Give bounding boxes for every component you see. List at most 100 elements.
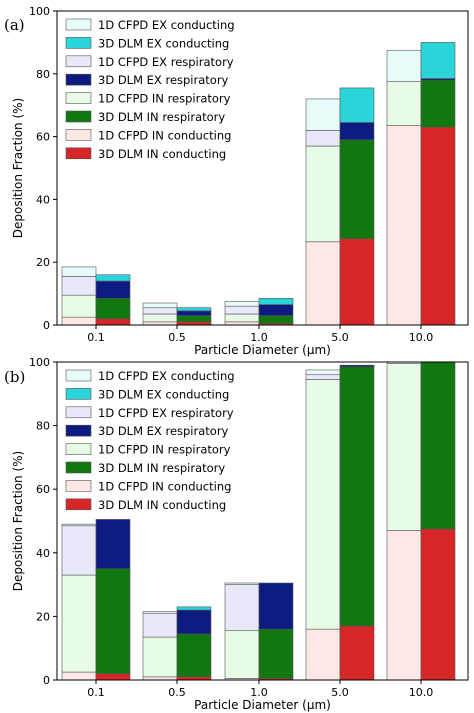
- bar-3d-dlm-ex-respiratory-0-1: [95, 280, 131, 299]
- bar-stacks: [61, 42, 456, 326]
- legend-label-3d-dlm-in-conducting: 3D DLM IN conducting: [98, 498, 226, 512]
- legend-swatch-3d-dlm-in-respiratory: [65, 110, 92, 123]
- bar-3d-dlm-in-conducting-5-0: [339, 625, 375, 681]
- legend-swatch-1d-cfpd-in-conducting: [65, 129, 92, 141]
- y-tick-label: 60: [36, 483, 50, 496]
- y-tick-label: 20: [36, 256, 50, 269]
- bar-1d-cfpd-ex-respiratory-0-5: [142, 612, 178, 638]
- bar-3d-dlm-ex-respiratory-0-1: [95, 519, 131, 569]
- legend-swatch-3d-dlm-ex-respiratory: [65, 73, 92, 86]
- bar-1d-cfpd-ex-conducting-0-5: [142, 302, 178, 309]
- legend-swatch-3d-dlm-in-conducting: [65, 498, 92, 511]
- y-axis-label: Deposition Fraction (%): [11, 451, 25, 591]
- bar-1d-cfpd-ex-conducting-0-5: [142, 611, 178, 614]
- bar-1d-cfpd-ex-respiratory-5-0: [305, 130, 341, 147]
- bar-3d-dlm-ex-conducting-0-5: [176, 307, 212, 312]
- y-tick-label: 0: [43, 319, 50, 332]
- legend-label-1d-cfpd-ex-respiratory: 1D CFPD EX respiratory: [98, 406, 234, 420]
- bar-3d-dlm-in-conducting-0-1: [95, 318, 131, 326]
- legend: 1D CFPD EX conducting 3D DLM EX conductin…: [65, 18, 235, 161]
- bar-3d-dlm-ex-respiratory-5-0: [339, 122, 375, 141]
- bar-1d-cfpd-in-respiratory-0-5: [142, 636, 178, 678]
- x-tick-label: 1.0: [250, 331, 268, 344]
- bar-3d-dlm-in-respiratory-0-1: [95, 298, 131, 320]
- bar-3d-dlm-ex-conducting-0-5: [176, 606, 212, 611]
- x-tick-label: 1.0: [250, 686, 268, 699]
- bar-1d-cfpd-in-conducting-0-1: [61, 671, 97, 681]
- bar-3d-dlm-ex-respiratory-1-0: [258, 582, 294, 630]
- bar-1d-cfpd-in-respiratory-1-0: [224, 630, 260, 679]
- bar-1d-cfpd-in-conducting-10-0: [386, 125, 422, 326]
- chart-panel-b: 0 20 40 60 80 100 0.1 0.5 1.0 5.0 10.0 Particle Dia…: [4, 356, 469, 712]
- bar-3d-dlm-ex-respiratory-0-5: [176, 609, 212, 635]
- bar-1d-cfpd-in-respiratory-1-0: [224, 313, 260, 323]
- bar-3d-dlm-ex-conducting-1-0: [258, 298, 294, 305]
- y-tick-label: 40: [36, 193, 50, 206]
- bar-1d-cfpd-in-conducting-0-1: [61, 316, 97, 326]
- bar-1d-cfpd-ex-conducting-0-1: [61, 266, 97, 277]
- legend-label-3d-dlm-ex-respiratory: 3D DLM EX respiratory: [98, 73, 229, 87]
- bar-1d-cfpd-in-respiratory-5-0: [305, 145, 341, 243]
- bar-3d-dlm-in-conducting-10-0: [420, 126, 456, 326]
- bar-1d-cfpd-in-conducting-5-0: [305, 241, 341, 326]
- bar-3d-dlm-ex-conducting-5-0: [339, 87, 375, 123]
- bar-1d-cfpd-ex-respiratory-0-1: [61, 276, 97, 296]
- y-tick-label: 100: [29, 356, 50, 369]
- legend-swatch-3d-dlm-in-conducting: [65, 147, 92, 160]
- x-tick-label: 5.0: [331, 686, 349, 699]
- bar-3d-dlm-ex-conducting-10-0: [420, 42, 456, 79]
- bar-1d-cfpd-ex-respiratory-0-1: [61, 525, 97, 576]
- y-tick-label: 60: [36, 131, 50, 144]
- bar-1d-cfpd-in-respiratory-5-0: [305, 379, 341, 630]
- legend-swatch-1d-cfpd-ex-respiratory: [65, 406, 92, 419]
- bar-3d-dlm-ex-respiratory-0-5: [176, 310, 212, 316]
- plot-frame: [56, 10, 469, 326]
- bar-1d-cfpd-in-conducting-5-0: [305, 628, 341, 681]
- x-tick-label: 0.5: [168, 331, 186, 344]
- bar-1d-cfpd-in-respiratory-10-0: [386, 363, 422, 531]
- bar-1d-cfpd-ex-respiratory-0-5: [142, 307, 178, 315]
- x-tick-label: 5.0: [331, 331, 349, 344]
- x-tick-label: 0.5: [168, 686, 186, 699]
- panel-label: (b): [4, 368, 25, 386]
- plot-frame: [56, 361, 469, 681]
- bar-3d-dlm-in-respiratory-5-0: [339, 139, 375, 239]
- bar-1d-cfpd-ex-conducting-5-0: [305, 98, 341, 131]
- bar-1d-cfpd-ex-respiratory-1-0: [224, 305, 260, 315]
- panel-label: (a): [4, 16, 25, 34]
- bar-1d-cfpd-ex-conducting-1-0: [224, 582, 260, 585]
- legend-label-3d-dlm-ex-respiratory: 3D DLM EX respiratory: [98, 424, 229, 438]
- y-tick-label: 80: [36, 68, 50, 81]
- bar-1d-cfpd-ex-conducting-10-0: [386, 49, 422, 82]
- x-axis-label: Particle Diameter (μm): [194, 343, 331, 357]
- bar-3d-dlm-in-respiratory-0-5: [176, 315, 212, 323]
- legend-label-3d-dlm-ex-conducting: 3D DLM EX conducting: [98, 36, 229, 50]
- legend-label-1d-cfpd-ex-respiratory: 1D CFPD EX respiratory: [98, 55, 234, 69]
- bar-1d-cfpd-in-respiratory-0-1: [61, 574, 97, 673]
- bar-1d-cfpd-in-respiratory-10-0: [386, 81, 422, 126]
- chart-panel-a: 0 20 40 60 80 100 0.1 0.5 1.0 5.0 10.0 Particle Dia…: [4, 5, 469, 357]
- bar-3d-dlm-in-conducting-10-0: [420, 528, 456, 681]
- y-tick-label: 20: [36, 610, 50, 623]
- bar-1d-cfpd-ex-conducting-1-0: [224, 301, 260, 307]
- y-tick-label: 0: [43, 674, 50, 687]
- legend-swatch-3d-dlm-ex-conducting: [65, 388, 92, 400]
- legend-label-1d-cfpd-ex-conducting: 1D CFPD EX conducting: [98, 369, 235, 383]
- legend-label-1d-cfpd-in-conducting: 1D CFPD IN conducting: [98, 479, 231, 493]
- x-axis-label: Particle Diameter (μm): [194, 698, 331, 712]
- bar-3d-dlm-in-respiratory-0-5: [176, 633, 212, 678]
- bar-stacks: [61, 361, 456, 681]
- legend: 1D CFPD EX conducting 3D DLM EX conductin…: [65, 369, 235, 512]
- bar-1d-cfpd-ex-respiratory-1-0: [224, 584, 260, 632]
- legend-label-3d-dlm-in-respiratory: 3D DLM IN respiratory: [98, 110, 225, 124]
- bar-3d-dlm-in-conducting-5-0: [339, 238, 375, 326]
- bar-3d-dlm-in-conducting-0-1: [95, 673, 131, 681]
- legend-swatch-3d-dlm-ex-respiratory: [65, 424, 92, 437]
- bar-3d-dlm-ex-conducting-0-1: [95, 274, 131, 282]
- bar-3d-dlm-in-respiratory-1-0: [258, 628, 294, 679]
- legend-swatch-1d-cfpd-ex-conducting: [65, 369, 92, 382]
- y-tick-label: 40: [36, 547, 50, 560]
- legend-swatch-1d-cfpd-ex-respiratory: [65, 55, 92, 68]
- bar-3d-dlm-in-respiratory-10-0: [420, 79, 456, 128]
